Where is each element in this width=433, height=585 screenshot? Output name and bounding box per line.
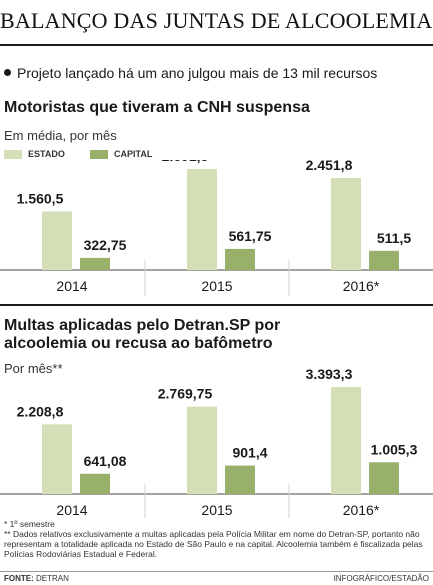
chart2-value-label-capital-3: 1.005,3 (371, 441, 418, 457)
bullet-icon (4, 69, 11, 76)
chart2-value-label-capital-1: 641,08 (84, 453, 127, 469)
chart2-bar-estado-1 (42, 424, 72, 494)
chart2-bar-estado-2 (187, 406, 217, 494)
chart2-title-line2: alcoolemia ou recusa ao bafômetro (4, 335, 273, 352)
lead-text: Projeto lançado há um ano julgou mais de… (4, 64, 377, 82)
chart1-tick-label-1: 2014 (56, 278, 87, 294)
chart1-bar-estado-2 (187, 169, 217, 270)
credit-line: INFOGRÁFICO/ESTADÃO (333, 574, 429, 583)
chart-multas: 2.208,8 641,08 2014 2.769,75 901,4 2015 3.393,… (0, 366, 433, 518)
footnote-2: ** Dados relativos exclusivamente a mult… (4, 529, 423, 559)
footnote-1: * 1º semestre (4, 519, 55, 529)
chart1-value-label-estado-1: 1.560,5 (17, 190, 64, 206)
legend-label-capital: CAPITAL (114, 149, 153, 159)
source-label: FONTE: (4, 574, 34, 583)
section-rule (0, 304, 433, 306)
chart1-bar-capital-1 (80, 257, 110, 270)
chart2-value-label-estado-1: 2.208,8 (17, 403, 64, 419)
source-line: FONTE: DETRAN (4, 574, 69, 584)
chart1-value-label-capital-3: 511,5 (377, 230, 411, 246)
chart2-tick-label-3: 2016* (343, 502, 380, 518)
chart1-bar-estado-1 (42, 211, 72, 270)
footnotes: * 1º semestre ** Dados relativos exclusi… (4, 519, 428, 559)
legend-label-estado: ESTADO (28, 149, 65, 159)
chart2-tick-label-2: 2015 (201, 502, 232, 518)
chart2-bar-estado-3 (331, 387, 361, 494)
chart2-value-label-capital-2: 901,4 (232, 445, 267, 461)
chart1-bar-capital-3 (369, 250, 399, 270)
chart1-value-label-capital-1: 322,75 (84, 237, 127, 253)
chart1-value-label-estado-2: 2.691,5 (162, 160, 209, 164)
chart2-bar-capital-2 (225, 465, 255, 494)
chart2-bar-capital-3 (369, 462, 399, 494)
chart1-tick-label-3: 2016* (343, 278, 380, 294)
lead-label: Projeto lançado há um ano julgou mais de… (17, 65, 378, 81)
chart1-bar-capital-2 (225, 248, 255, 270)
chart1-value-label-capital-2: 561,75 (229, 228, 272, 244)
chart1-bar-estado-3 (331, 177, 361, 270)
chart1-title: Motoristas que tiveram a CNH suspensa (4, 99, 310, 116)
chart1-subtitle: Em média, por mês (4, 128, 117, 143)
chart2-subtitle: Por mês** (4, 361, 63, 376)
chart1-value-label-estado-3: 2.451,8 (306, 160, 353, 173)
chart2-tick-label-1: 2014 (56, 502, 87, 518)
chart2-title-line1: Multas aplicadas pelo Detran.SP por (4, 317, 281, 334)
chart2-value-label-estado-2: 2.769,75 (158, 386, 213, 402)
page-title: BALANÇO DAS JUNTAS DE ALCOOLEMIA (0, 8, 433, 33)
top-rule (0, 44, 433, 46)
chart2-value-label-estado-3: 3.393,3 (306, 366, 353, 382)
source-value: DETRAN (36, 574, 69, 583)
legend-swatch-capital (90, 150, 108, 159)
legend-swatch-estado (4, 150, 22, 159)
chart2-bar-capital-1 (80, 473, 110, 494)
footer-rule (0, 571, 433, 572)
chart-cnh-suspensa: 1.560,5 322,75 2014 2.691,5 561,75 2015 2.451,… (0, 160, 433, 296)
chart1-tick-label-2: 2015 (201, 278, 232, 294)
